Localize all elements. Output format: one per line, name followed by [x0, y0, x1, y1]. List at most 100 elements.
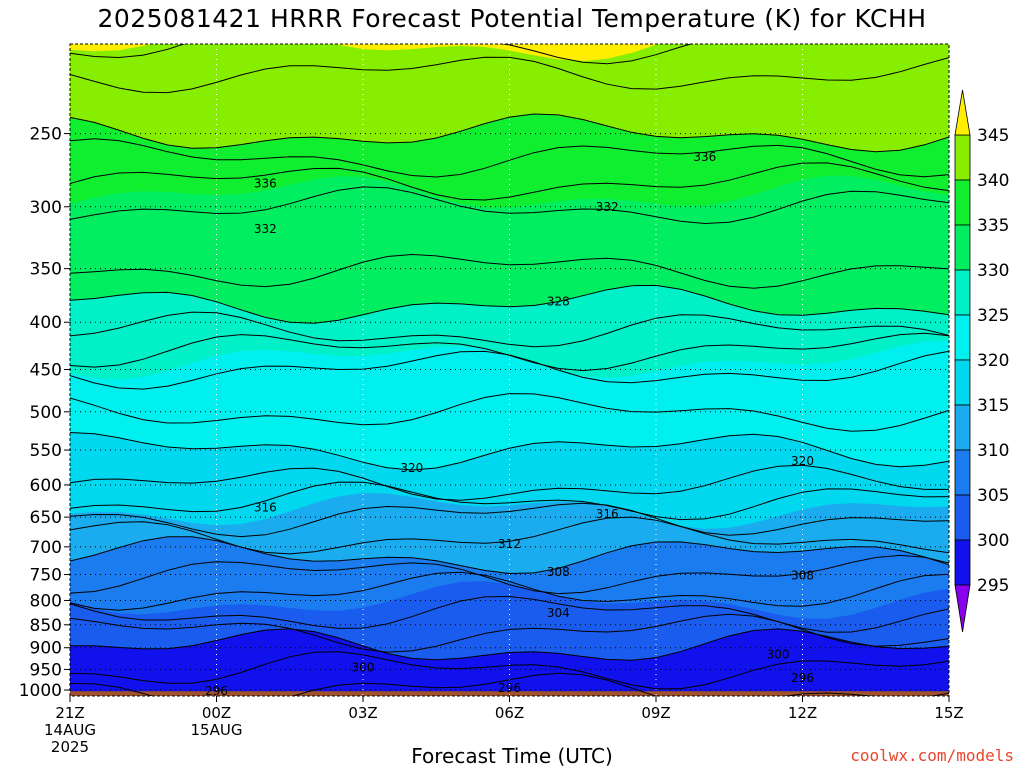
contour-line-336 [70, 162, 949, 201]
y-tick-label: 400 [30, 313, 62, 333]
colorbar-segment [954, 494, 971, 541]
fill-band-295-300 [70, 628, 949, 696]
colorbar-segment [954, 539, 971, 586]
colorbar-segment [954, 314, 971, 361]
contour-label: 296 [498, 681, 521, 695]
contour-line-322 [70, 393, 949, 432]
x-tick-label: 03Z [348, 704, 377, 722]
contour-line-308 [70, 554, 949, 595]
y-tick-label: 700 [30, 538, 62, 558]
contour-line-344 [70, 44, 693, 65]
contour-label: 320 [400, 461, 423, 475]
contour-label: 320 [791, 454, 814, 468]
contour-label-text: 336 [693, 150, 716, 164]
contour-label: 332 [254, 222, 277, 236]
contour-label-text: 316 [254, 501, 277, 515]
colorbar-tick-label: 315 [977, 396, 1009, 416]
colorbar-bottom-arrow [954, 584, 971, 633]
contour-label: 316 [596, 507, 619, 521]
contour-line-298 [70, 651, 949, 690]
x-tick-label: 15AUG [191, 721, 243, 739]
credit-text: coolwx.com/models [850, 746, 1014, 765]
contour-line-312 [70, 516, 949, 555]
contour-label-text: 336 [254, 176, 277, 190]
contour-label: 308 [547, 565, 570, 579]
ground-fill [70, 691, 949, 696]
contour-label-text: 296 [205, 684, 228, 698]
contour-lines [70, 44, 949, 696]
x-tick-label: 15Z [934, 704, 963, 722]
contour-label: 336 [254, 176, 277, 190]
contour-label-text: 328 [547, 295, 570, 309]
contour-line-302 [70, 613, 949, 653]
x-tick-label: 06Z [495, 704, 524, 722]
contour-label-text: 296 [498, 681, 521, 695]
contour-label-text: 300 [767, 647, 790, 661]
contour-label-text: 304 [547, 606, 570, 620]
y-tick-label: 250 [30, 125, 62, 145]
contour-label: 336 [693, 150, 716, 164]
contour-label: 332 [596, 200, 619, 214]
contour-line-296 [70, 672, 949, 696]
colorbar-tick-label: 335 [977, 216, 1009, 236]
contour-label: 300 [767, 647, 790, 661]
contour-line-330 [70, 284, 949, 324]
contour-label: 316 [254, 501, 277, 515]
x-tick-label: 00Z [202, 704, 231, 722]
y-tick-label: 450 [30, 361, 62, 381]
contour-label-text: 308 [791, 569, 814, 583]
chart-title: 2025081421 HRRR Forecast Potential Tempe… [97, 4, 927, 33]
contour-label-text: 316 [596, 507, 619, 521]
contour-line-304 [70, 595, 949, 633]
x-axis-label: Forecast Time (UTC) [411, 744, 613, 768]
contour-line-332 [70, 253, 949, 289]
x-tick-label: 21Z [55, 704, 84, 722]
x-tick-label: 14AUG [44, 721, 96, 739]
contour-label: 304 [547, 606, 570, 620]
contour-label-text: 332 [596, 200, 619, 214]
y-tick-label: 500 [30, 403, 62, 423]
contour-line-300 [70, 628, 949, 661]
y-tick-label: 600 [30, 476, 62, 496]
x-tick-label: 12Z [788, 704, 817, 722]
contour-label-text: 320 [791, 454, 814, 468]
colorbar-segment [954, 404, 971, 451]
y-tick-label: 950 [30, 660, 62, 680]
colorbar-segment [954, 134, 971, 181]
contour-label: 296 [205, 684, 228, 698]
contour-label-text: 296 [791, 671, 814, 685]
y-tick-label: 1000 [19, 681, 62, 701]
colorbar-tick-label: 295 [977, 576, 1009, 596]
contour-line-326 [70, 332, 949, 372]
x-tick-label: 2025 [51, 738, 89, 756]
ground-band [70, 691, 949, 696]
contour-label: 296 [791, 671, 814, 685]
colorbar-segment [954, 359, 971, 406]
contour-line-334 [70, 186, 949, 225]
contour-line-306 [70, 571, 949, 611]
colorbar-segment [954, 269, 971, 316]
colorbar-tick-label: 325 [977, 306, 1009, 326]
y-tick-label: 550 [30, 441, 62, 461]
y-tick-label: 750 [30, 566, 62, 586]
y-tick-label: 650 [30, 508, 62, 528]
contour-line-320 [70, 432, 949, 471]
contour-label: 312 [498, 537, 521, 551]
colorbar-segment [954, 179, 971, 226]
contour-label: 300 [352, 660, 375, 674]
y-axis: 250 300 350 400 450 500 550 600 650 700 750 800 850 9… [19, 125, 70, 701]
contour-label-text: 332 [254, 222, 277, 236]
colorbar-tick-label: 340 [977, 171, 1009, 191]
contour-label: 308 [791, 569, 814, 583]
colorbar-top-arrow [954, 89, 971, 136]
y-tick-label: 900 [30, 639, 62, 659]
colorbar-tick-label: 345 [977, 126, 1009, 146]
contour-line-342 [70, 56, 949, 94]
contour-label-text: 308 [547, 565, 570, 579]
colorbar-tick-label: 305 [977, 486, 1009, 506]
contour-label-text: 300 [352, 660, 375, 674]
contour-label: 328 [547, 295, 570, 309]
contour-line-310 [70, 536, 949, 575]
